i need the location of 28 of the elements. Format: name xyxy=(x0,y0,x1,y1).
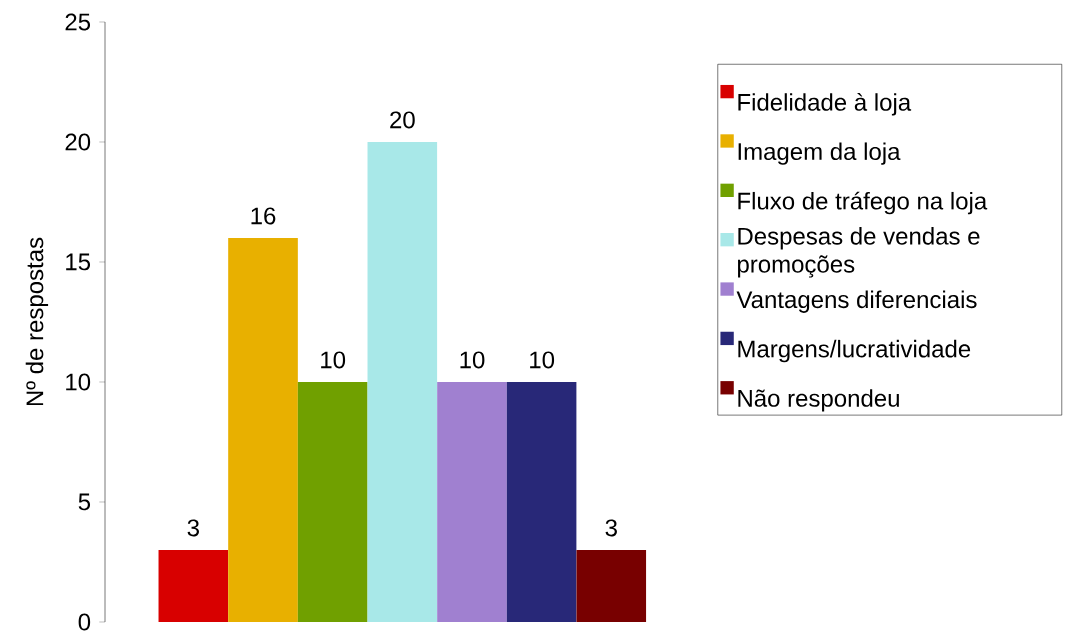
bar xyxy=(228,237,298,622)
data-label: 10 xyxy=(530,351,555,369)
data-label: 20 xyxy=(390,111,415,129)
y-tick-label: 25 xyxy=(65,13,91,31)
data-label: 3 xyxy=(187,519,199,537)
bar xyxy=(297,381,368,622)
bar xyxy=(576,549,647,622)
legend-label: Fluxo de tráfego na loja xyxy=(738,191,988,215)
legend-label: Vantagens diferenciais xyxy=(736,290,977,313)
y-tick-label: 10 xyxy=(66,373,91,391)
bar xyxy=(367,142,438,622)
y-tick-label: 15 xyxy=(66,253,91,271)
legend-label: Imagem da loja xyxy=(738,142,901,165)
bar xyxy=(437,381,507,622)
data-label: 3 xyxy=(605,519,617,537)
y-axis-title: Nº de respostas xyxy=(25,237,49,406)
y-tick-label: 0 xyxy=(78,613,91,631)
legend-label: Não respondeu xyxy=(738,389,899,412)
legend-label: Despesas de vendas e promoções xyxy=(737,227,980,278)
legend-label: Margens/lucratividade xyxy=(738,339,971,363)
data-label: 16 xyxy=(251,207,276,225)
data-label: 10 xyxy=(460,351,485,369)
bar xyxy=(158,549,229,622)
y-tick-label: 20 xyxy=(65,133,91,151)
legend-label: Fidelidade à loja xyxy=(738,92,912,116)
y-tick-label: 5 xyxy=(78,493,91,511)
bar xyxy=(506,381,577,622)
data-label: 10 xyxy=(321,351,346,369)
